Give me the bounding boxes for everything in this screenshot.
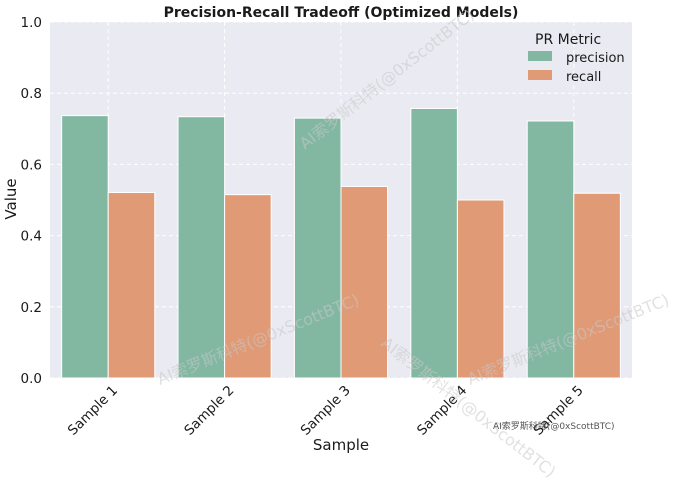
bar-precision	[410, 108, 458, 379]
bar-recall	[107, 192, 156, 379]
x-axis-label: Sample	[313, 436, 369, 454]
y-tick-label: 0.6	[21, 157, 42, 173]
watermark-caption: AI索罗斯科特(@0xScottBTC)	[493, 420, 615, 432]
legend-swatch-recall	[528, 70, 552, 80]
x-tick-label: Sample 3	[298, 383, 354, 439]
legend-title: PR Metric	[535, 32, 601, 48]
bar-recall	[340, 185, 389, 379]
y-tick-label: 0.0	[21, 371, 42, 387]
y-axis-label: Value	[2, 178, 20, 219]
bar-precision	[293, 117, 342, 379]
y-tick-label: 0.8	[21, 86, 42, 102]
bar-precision	[177, 116, 226, 379]
bar-recall	[573, 192, 621, 379]
legend-label-recall: recall	[566, 70, 601, 85]
bar-recall	[224, 194, 272, 379]
bar-precision	[526, 120, 575, 379]
y-tick-labels: 0.0 0.2 0.4 0.6 0.8 1.0	[21, 15, 42, 387]
legend-swatch-precision	[528, 51, 552, 61]
bars	[61, 108, 621, 379]
bar-recall	[456, 199, 505, 379]
x-tick-label: Sample 1	[65, 383, 121, 439]
y-tick-label: 0.2	[21, 300, 42, 316]
legend: PR Metric precision recall	[528, 32, 625, 85]
y-tick-label: 1.0	[21, 15, 42, 31]
x-tick-label: Sample 2	[181, 383, 237, 439]
legend-label-precision: precision	[566, 51, 625, 66]
y-tick-label: 0.4	[21, 229, 42, 245]
chart-title: Precision-Recall Tradeoff (Optimized Mod…	[164, 5, 519, 21]
bar-precision	[61, 115, 109, 379]
